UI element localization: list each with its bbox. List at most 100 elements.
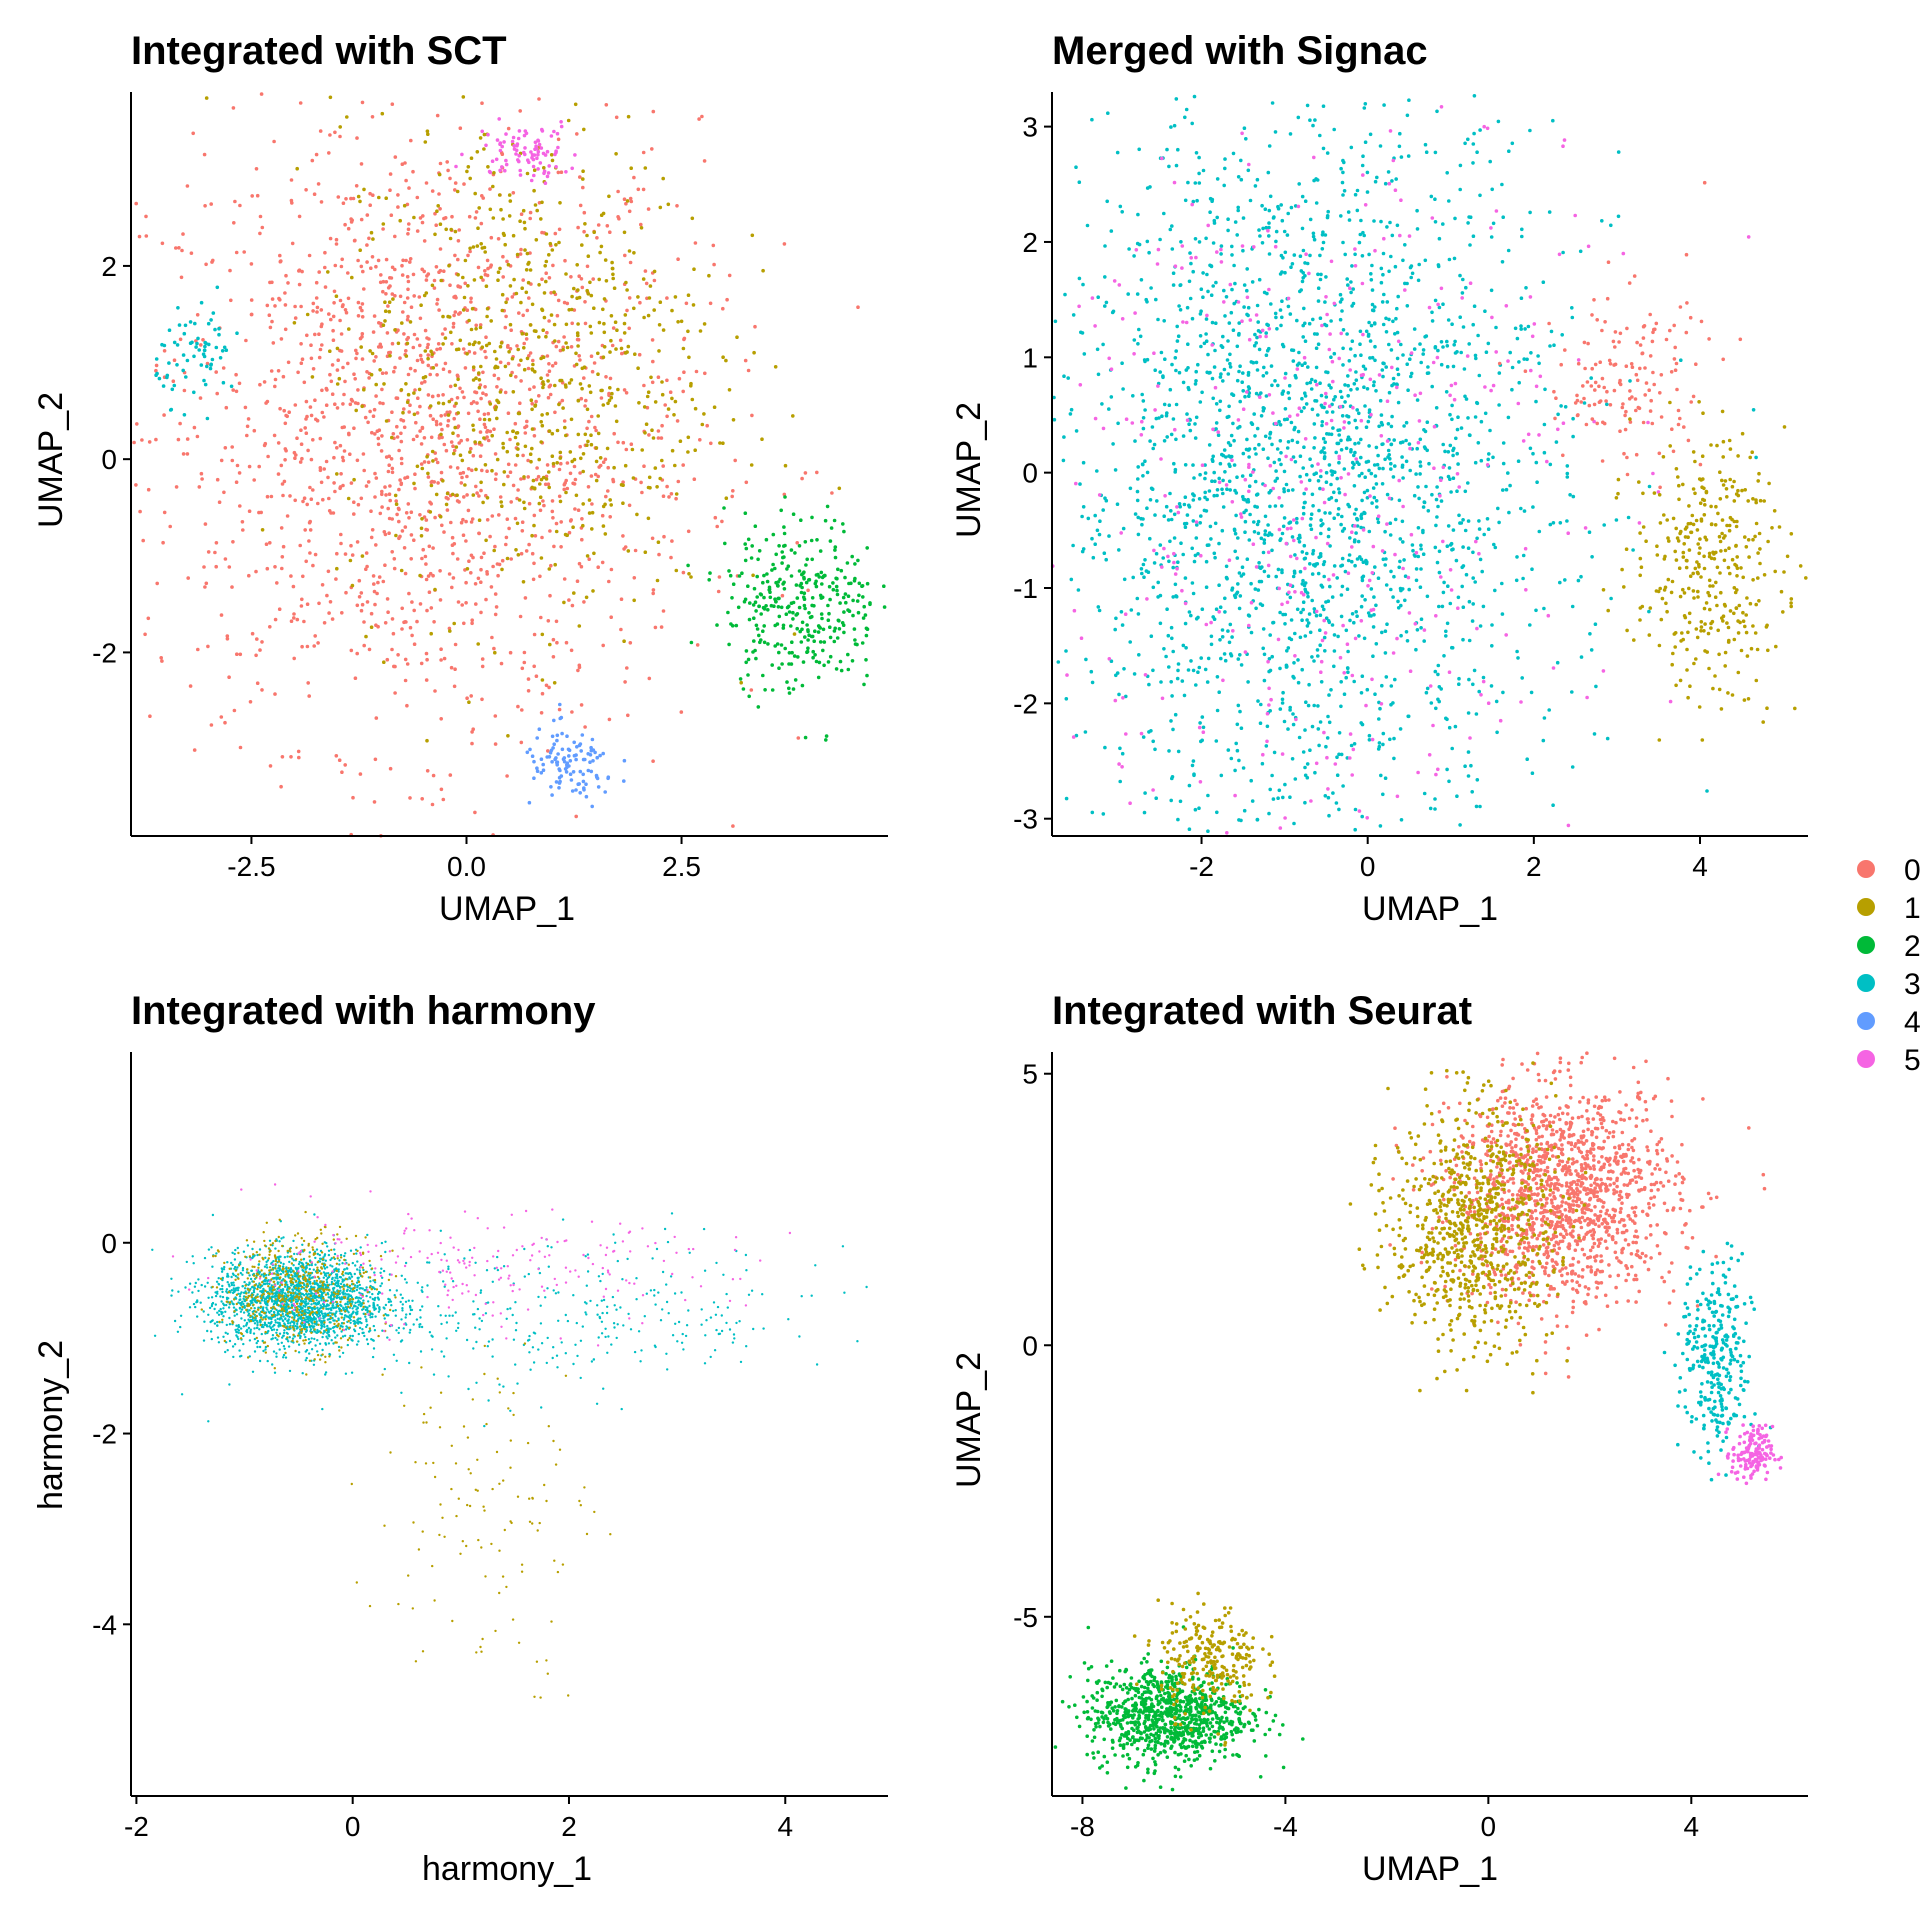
- data-point: [557, 227, 562, 232]
- data-point: [501, 275, 506, 279]
- data-point: [1053, 319, 1058, 324]
- data-point: [466, 467, 471, 471]
- data-point: [528, 747, 532, 752]
- data-point: [335, 566, 339, 571]
- data-point: [1158, 593, 1163, 598]
- data-point: [1268, 504, 1272, 509]
- data-point: [1469, 763, 1473, 768]
- data-point: [1332, 633, 1337, 637]
- data-point: [1056, 660, 1061, 664]
- data-point: [1266, 574, 1271, 578]
- data-point: [316, 641, 320, 645]
- data-point: [632, 251, 636, 255]
- data-point: [225, 634, 230, 638]
- data-point: [1174, 163, 1179, 168]
- data-point: [1198, 400, 1203, 404]
- data-point: [388, 498, 393, 503]
- data-point: [254, 653, 258, 658]
- data-point: [602, 297, 607, 301]
- data-point: [506, 411, 511, 416]
- data-point: [289, 755, 293, 759]
- data-point: [1415, 208, 1419, 213]
- data-point: [1198, 721, 1202, 725]
- data-point: [1318, 486, 1322, 491]
- data-point: [1316, 479, 1321, 483]
- data-point: [702, 412, 706, 416]
- data-point: [734, 623, 739, 628]
- data-point: [1178, 799, 1183, 804]
- data-point: [460, 152, 464, 157]
- data-point: [1379, 280, 1384, 285]
- data-point: [607, 579, 611, 584]
- data-point: [415, 195, 420, 200]
- data-point: [532, 385, 536, 389]
- data-point: [470, 618, 475, 622]
- data-point: [1382, 103, 1386, 107]
- data-point: [553, 410, 557, 415]
- data-point: [1587, 530, 1592, 534]
- data-point: [1430, 384, 1434, 389]
- data-point: [428, 510, 433, 514]
- data-point: [618, 338, 623, 343]
- data-point: [1174, 437, 1178, 442]
- data-point: [1282, 489, 1286, 494]
- data-point: [168, 408, 173, 412]
- data-point: [423, 349, 428, 353]
- data-point: [1404, 630, 1409, 634]
- data-point: [606, 401, 610, 406]
- data-point: [817, 575, 821, 579]
- data-point: [1316, 286, 1321, 291]
- data-point: [1455, 794, 1459, 798]
- data-point: [806, 646, 810, 650]
- data-point: [540, 413, 544, 417]
- data-point: [1515, 555, 1519, 559]
- data-point: [1551, 521, 1556, 525]
- data-point: [477, 206, 482, 210]
- data-point: [1369, 471, 1374, 476]
- data-point: [358, 305, 363, 310]
- data-point: [162, 413, 166, 417]
- data-point: [311, 563, 315, 568]
- data-point: [609, 615, 613, 619]
- data-point: [1494, 325, 1498, 330]
- data-point: [700, 114, 704, 119]
- data-point: [1214, 739, 1219, 743]
- data-point: [1282, 719, 1287, 724]
- data-point: [407, 222, 411, 226]
- data-point: [565, 734, 569, 738]
- data-point: [511, 483, 516, 488]
- data-point: [1383, 529, 1387, 534]
- data-point: [596, 565, 600, 569]
- data-point: [1311, 317, 1315, 322]
- data-point: [539, 556, 544, 560]
- data-point: [1548, 344, 1552, 348]
- data-point: [1243, 519, 1248, 524]
- data-point: [352, 238, 357, 243]
- data-point: [370, 115, 375, 119]
- data-point: [300, 644, 304, 649]
- data-point: [506, 126, 511, 131]
- data-point: [1267, 221, 1271, 225]
- data-point: [430, 802, 435, 807]
- data-point: [1312, 237, 1317, 242]
- data-point: [555, 733, 560, 738]
- data-point: [480, 129, 485, 134]
- data-point: [207, 342, 211, 347]
- data-point: [828, 597, 832, 602]
- data-point: [447, 369, 452, 374]
- data-point: [519, 300, 523, 305]
- data-point: [1284, 482, 1289, 487]
- data-point: [555, 313, 560, 318]
- data-point: [348, 558, 353, 563]
- data-point: [1374, 642, 1379, 646]
- data-point: [1226, 339, 1230, 343]
- data-point: [526, 366, 531, 371]
- data-point: [317, 332, 321, 337]
- data-point: [479, 488, 483, 493]
- data-point: [462, 621, 466, 626]
- data-point: [1103, 244, 1107, 248]
- data-point: [301, 499, 305, 504]
- data-point: [1360, 163, 1365, 168]
- data-point: [1520, 234, 1524, 239]
